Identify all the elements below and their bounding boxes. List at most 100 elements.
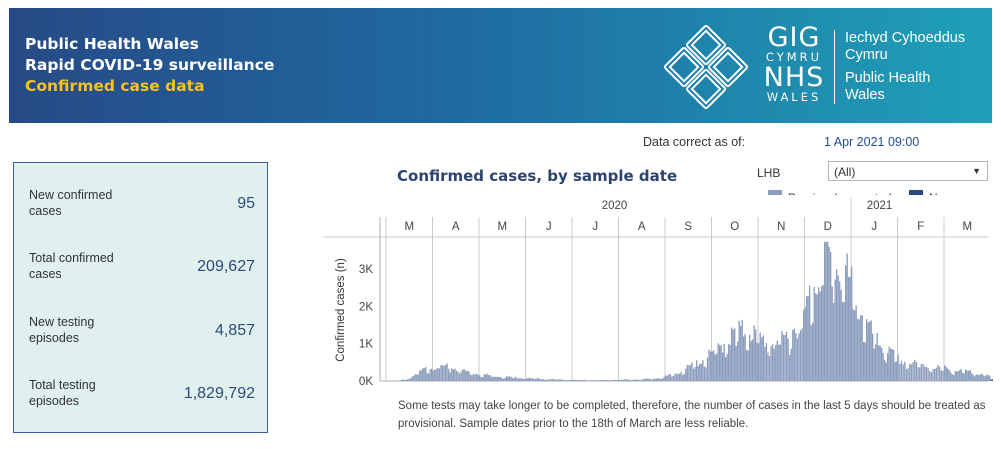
daily-case-bar <box>429 369 431 381</box>
daily-case-bar <box>399 380 401 381</box>
daily-case-bar <box>925 366 928 381</box>
daily-case-bar <box>888 346 890 381</box>
daily-case-bar <box>556 379 558 381</box>
daily-case-bar <box>525 378 527 381</box>
daily-case-bar <box>960 368 962 381</box>
daily-case-bar <box>671 376 673 381</box>
daily-case-bar <box>974 376 976 381</box>
daily-case-bar <box>759 332 761 381</box>
daily-case-bar <box>659 378 661 381</box>
daily-case-bar <box>624 379 626 381</box>
daily-case-bar <box>904 361 906 381</box>
daily-case-bar <box>768 356 771 381</box>
new-case-bar <box>990 379 992 381</box>
daily-case-bar <box>796 338 799 381</box>
daily-case-bar <box>809 285 811 381</box>
daily-case-bar <box>683 373 685 381</box>
daily-case-bar <box>732 329 734 381</box>
month-tick-label: J <box>546 221 552 233</box>
daily-case-bar <box>863 342 865 381</box>
daily-case-bar <box>480 376 482 381</box>
daily-case-bar <box>599 380 601 381</box>
daily-case-bar <box>452 369 454 381</box>
daily-case-bar <box>962 372 964 381</box>
daily-case-bar <box>747 350 749 381</box>
daily-case-bar <box>784 334 786 381</box>
daily-case-bar <box>627 379 629 381</box>
daily-case-bar <box>843 302 845 381</box>
daily-case-bar <box>492 376 494 381</box>
daily-case-bar <box>603 380 605 381</box>
daily-case-bar <box>426 373 428 381</box>
celtic-knot-logo-icon <box>664 25 748 109</box>
daily-case-bar <box>876 333 878 381</box>
daily-case-bar <box>657 378 659 381</box>
daily-case-bar <box>550 378 552 381</box>
daily-case-bar <box>726 354 728 381</box>
daily-case-bar <box>959 370 961 381</box>
daily-case-bar <box>516 378 518 381</box>
daily-case-bar <box>522 379 524 381</box>
daily-case-bar <box>606 380 608 381</box>
lhb-filter-dropdown[interactable]: (All) ▼ <box>828 161 988 181</box>
daily-case-bar <box>723 343 725 381</box>
daily-case-bar <box>635 379 637 381</box>
daily-case-bar <box>891 348 893 381</box>
daily-case-bar <box>702 360 704 381</box>
daily-case-bar <box>778 344 780 381</box>
daily-case-bar <box>455 370 458 381</box>
daily-case-bar <box>965 369 967 381</box>
year-label-2021: 2021 <box>867 200 893 212</box>
daily-case-bar <box>482 377 484 381</box>
daily-case-bar <box>771 344 774 381</box>
daily-case-bar <box>677 373 679 381</box>
daily-case-bar <box>440 365 442 381</box>
daily-case-bar <box>402 379 404 381</box>
daily-case-bar <box>466 371 468 381</box>
kpi-value: 209,627 <box>197 258 255 275</box>
daily-case-bar <box>849 277 851 381</box>
daily-case-bar <box>474 374 476 381</box>
daily-case-bar <box>867 322 869 381</box>
daily-case-bar <box>417 374 419 381</box>
daily-case-bar <box>703 366 706 381</box>
daily-case-bar <box>950 372 952 381</box>
daily-case-bar <box>861 315 863 381</box>
month-tick-label: F <box>917 221 924 233</box>
daily-case-bar <box>948 369 950 381</box>
kpi-total-testing-episodes: Total testing episodes 1,829,792 <box>14 377 267 427</box>
daily-case-bar <box>672 375 675 381</box>
daily-case-bar <box>451 368 453 381</box>
daily-case-bar <box>561 379 563 381</box>
daily-case-bar <box>678 373 681 381</box>
daily-case-bar <box>486 373 488 381</box>
logo-divider <box>834 30 835 104</box>
daily-case-bar <box>596 380 598 381</box>
daily-case-bar <box>972 374 974 381</box>
daily-case-bar <box>773 348 775 381</box>
daily-case-bar <box>626 379 628 381</box>
daily-case-bar <box>497 376 499 381</box>
daily-case-bar <box>944 365 946 381</box>
daily-case-bar <box>752 339 754 381</box>
daily-case-bar <box>475 373 478 381</box>
header-title: Public Health Wales <box>25 35 199 53</box>
daily-case-bar <box>971 373 973 381</box>
daily-case-bar <box>489 375 491 381</box>
daily-case-bar <box>947 368 949 381</box>
daily-case-bar <box>544 379 546 381</box>
daily-case-bar <box>828 246 830 381</box>
daily-case-bar <box>527 378 529 381</box>
daily-case-bar <box>897 354 899 381</box>
daily-case-bar <box>629 379 631 381</box>
daily-case-bar <box>600 379 602 381</box>
daily-case-bar <box>665 375 667 381</box>
daily-case-bar <box>537 378 540 381</box>
daily-case-bar <box>410 378 412 381</box>
lhb-filter-value: (All) <box>834 165 856 179</box>
daily-case-bar <box>411 376 413 381</box>
daily-case-bar <box>940 370 943 381</box>
daily-case-bar <box>663 376 665 381</box>
daily-case-bar <box>781 331 783 381</box>
daily-case-bar <box>705 367 707 381</box>
